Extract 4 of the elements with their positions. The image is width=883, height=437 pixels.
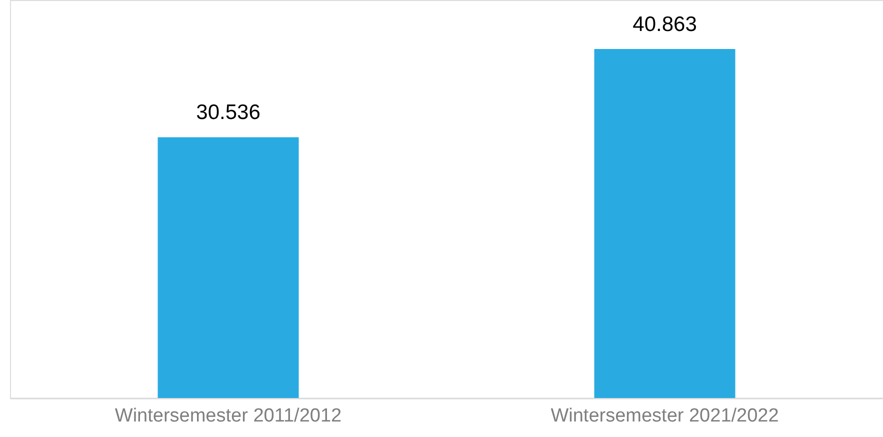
x-tick-label: Wintersemester 2021/2022	[550, 406, 779, 426]
x-tick-label: Wintersemester 2011/2012	[114, 406, 342, 426]
data-label: 40.863	[632, 13, 697, 36]
data-label: 30.536	[196, 101, 260, 124]
